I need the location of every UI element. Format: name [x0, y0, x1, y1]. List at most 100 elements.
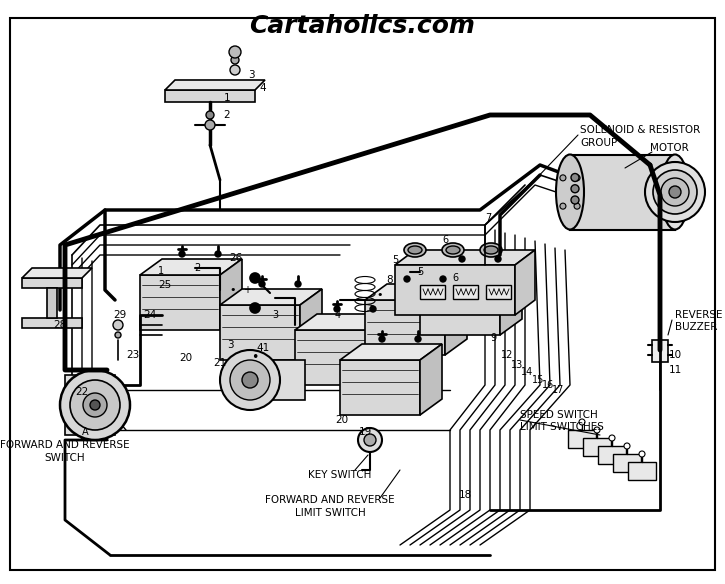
Ellipse shape — [404, 243, 426, 257]
Polygon shape — [395, 265, 515, 315]
Text: 20: 20 — [336, 415, 349, 425]
Circle shape — [495, 256, 501, 262]
Text: 41: 41 — [257, 343, 270, 353]
Bar — [568, 430, 596, 448]
Circle shape — [645, 162, 705, 222]
Polygon shape — [420, 280, 500, 335]
Circle shape — [358, 428, 382, 452]
Text: Cartaholics.com: Cartaholics.com — [249, 14, 475, 38]
Circle shape — [259, 281, 265, 287]
Polygon shape — [220, 259, 242, 330]
Text: 5: 5 — [392, 255, 398, 265]
Text: 21: 21 — [213, 358, 227, 368]
Circle shape — [113, 320, 123, 330]
Circle shape — [179, 251, 185, 257]
Circle shape — [661, 178, 689, 206]
Ellipse shape — [408, 246, 422, 254]
Text: 28: 28 — [54, 320, 67, 330]
Ellipse shape — [484, 246, 498, 254]
Circle shape — [404, 276, 410, 282]
Text: 7: 7 — [485, 213, 491, 223]
Circle shape — [579, 419, 585, 425]
Polygon shape — [295, 330, 375, 385]
Bar — [628, 462, 656, 480]
Text: 18: 18 — [458, 490, 472, 500]
Text: 16: 16 — [542, 380, 554, 390]
Text: •: • — [377, 290, 384, 300]
Circle shape — [560, 175, 566, 181]
Circle shape — [229, 46, 241, 58]
Text: 1: 1 — [158, 266, 164, 276]
Circle shape — [206, 111, 214, 119]
Circle shape — [459, 256, 465, 262]
Text: 2: 2 — [224, 110, 231, 120]
Circle shape — [571, 173, 579, 182]
Circle shape — [574, 175, 580, 181]
Text: 23: 23 — [126, 350, 140, 360]
Text: 24: 24 — [144, 310, 157, 320]
Circle shape — [334, 306, 340, 312]
Ellipse shape — [480, 243, 502, 257]
Circle shape — [624, 443, 630, 449]
Text: 15: 15 — [532, 375, 544, 385]
Circle shape — [230, 65, 240, 75]
Text: 3: 3 — [272, 310, 278, 320]
Polygon shape — [500, 264, 522, 335]
Text: 20: 20 — [179, 353, 193, 363]
Text: 3: 3 — [227, 340, 233, 350]
Bar — [270, 360, 305, 400]
Polygon shape — [165, 90, 255, 102]
Text: SOLENOID & RESISTOR: SOLENOID & RESISTOR — [580, 125, 700, 135]
Ellipse shape — [661, 155, 689, 230]
Text: LIMIT SWITCHES: LIMIT SWITCHES — [520, 422, 604, 432]
Circle shape — [230, 360, 270, 400]
Circle shape — [571, 196, 579, 204]
Circle shape — [231, 56, 239, 64]
Text: 17: 17 — [552, 385, 564, 395]
Text: REVERSE: REVERSE — [675, 310, 723, 320]
Circle shape — [220, 350, 280, 410]
Text: 1: 1 — [224, 93, 231, 103]
Polygon shape — [22, 278, 82, 288]
Text: 10: 10 — [668, 350, 682, 360]
Circle shape — [70, 380, 120, 430]
Text: FORWARD AND REVERSE: FORWARD AND REVERSE — [0, 440, 130, 450]
Bar — [583, 438, 611, 456]
Circle shape — [594, 427, 600, 433]
Bar — [420, 285, 445, 299]
Circle shape — [440, 276, 446, 282]
Text: FORWARD AND REVERSE: FORWARD AND REVERSE — [265, 495, 395, 505]
Text: MOTOR: MOTOR — [650, 143, 689, 153]
Circle shape — [250, 303, 260, 313]
Polygon shape — [300, 289, 322, 360]
Polygon shape — [65, 375, 115, 435]
Polygon shape — [420, 264, 522, 280]
Text: 5: 5 — [417, 267, 423, 277]
Bar — [613, 454, 641, 472]
Text: 22: 22 — [75, 387, 88, 397]
Polygon shape — [375, 314, 397, 385]
Text: 2: 2 — [194, 263, 200, 273]
Text: 12: 12 — [501, 350, 513, 360]
Circle shape — [215, 251, 221, 257]
Bar — [453, 285, 478, 299]
Text: 25: 25 — [158, 280, 172, 290]
Ellipse shape — [446, 246, 460, 254]
Polygon shape — [340, 360, 420, 415]
Polygon shape — [295, 314, 397, 330]
Polygon shape — [445, 284, 467, 355]
Circle shape — [83, 393, 107, 417]
Ellipse shape — [442, 243, 464, 257]
Text: BUZZER: BUZZER — [675, 322, 717, 332]
Circle shape — [653, 170, 697, 214]
Polygon shape — [140, 259, 242, 275]
Polygon shape — [220, 289, 322, 305]
Text: 9: 9 — [490, 333, 496, 343]
Circle shape — [379, 336, 385, 342]
Polygon shape — [340, 344, 442, 360]
Circle shape — [60, 370, 130, 440]
Text: 11: 11 — [668, 365, 682, 375]
Polygon shape — [220, 305, 300, 360]
Text: 19: 19 — [358, 427, 372, 437]
Circle shape — [574, 203, 580, 209]
